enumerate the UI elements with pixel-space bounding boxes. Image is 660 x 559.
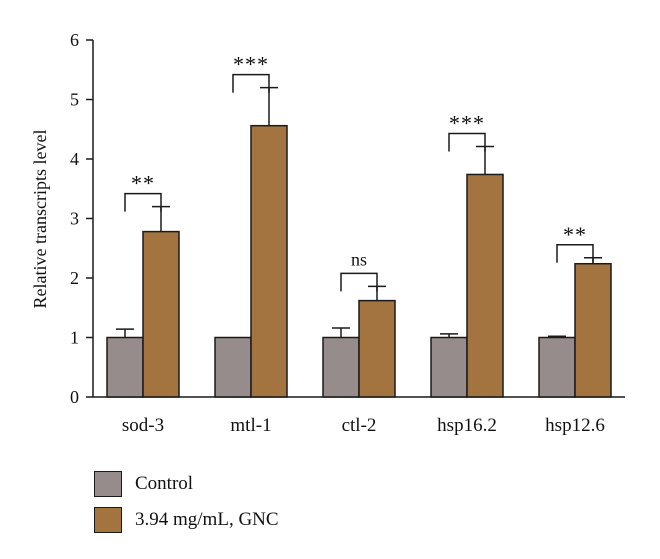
x-tick-label: ctl-2 <box>342 415 377 436</box>
y-axis-label: Relative transcripts level <box>30 130 50 309</box>
legend-swatch-control <box>94 471 122 497</box>
bar <box>214 336 252 398</box>
significance-label: ** <box>563 222 587 247</box>
significance-label: ** <box>131 171 155 196</box>
bar <box>358 299 396 398</box>
bar <box>322 336 360 398</box>
significance-bracket <box>124 192 162 212</box>
x-tick-label: hsp16.2 <box>437 415 497 436</box>
x-tick-label: sod-3 <box>122 415 164 436</box>
y-tick-label: 0 <box>70 387 79 407</box>
legend-item-gnc: 3.94 mg/mL, GNC <box>94 502 279 538</box>
legend-item-control: Control <box>94 466 279 502</box>
bar <box>466 173 504 398</box>
bar <box>142 230 180 398</box>
significance-bracket <box>340 272 378 292</box>
x-tick-label: hsp12.6 <box>545 415 605 436</box>
bar <box>430 336 468 398</box>
significance-label: *** <box>233 52 269 77</box>
significance-label: *** <box>449 111 485 136</box>
y-tick-label: 2 <box>70 268 79 288</box>
bar <box>106 336 144 398</box>
y-tick-label: 6 <box>70 30 79 50</box>
y-tick-label: 4 <box>70 149 79 169</box>
significance-annotations: *****ns***** <box>124 52 594 292</box>
significance-bracket <box>232 73 270 93</box>
legend-label-control: Control <box>135 473 194 494</box>
significance-bracket <box>448 132 486 152</box>
bars <box>106 86 612 398</box>
significance-label: ns <box>351 249 367 269</box>
x-tick-label: mtl-1 <box>230 415 271 436</box>
legend-swatch-gnc <box>94 507 122 533</box>
bar <box>250 124 288 398</box>
axes: 0 1 2 3 4 5 6 sod-3 mtl-1 ctl-2 hsp16.2 hsp12.6 <box>70 30 625 436</box>
y-tick-label: 3 <box>70 209 79 229</box>
bar <box>574 262 612 398</box>
y-tick-label: 1 <box>70 328 79 348</box>
legend-label-gnc: 3.94 mg/mL, GNC <box>135 509 279 530</box>
significance-bracket <box>556 244 594 263</box>
y-tick-label: 5 <box>70 90 79 110</box>
legend: Control 3.94 mg/mL, GNC <box>94 466 279 538</box>
bar <box>538 336 576 398</box>
